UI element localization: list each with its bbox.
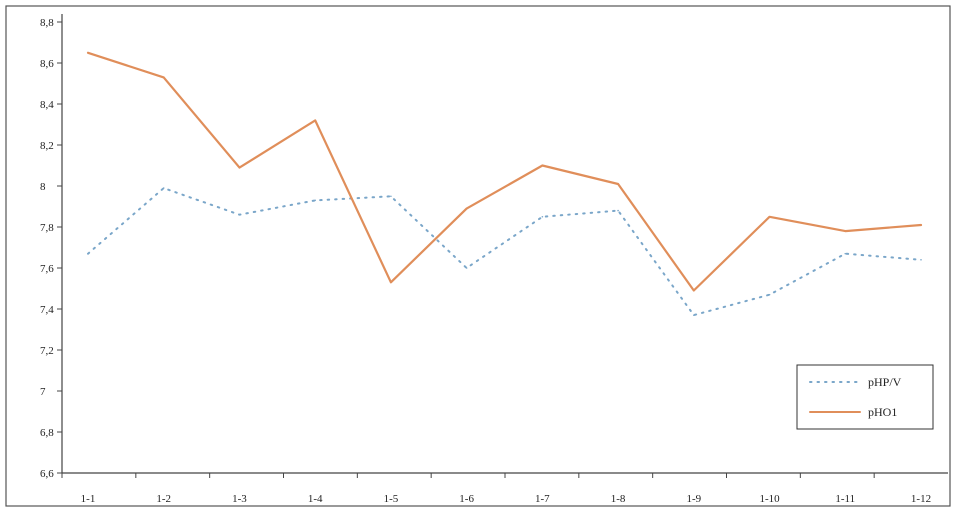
x-tick-label: 1-2	[156, 493, 171, 505]
y-tick-label: 8,4	[40, 99, 54, 111]
data-point-series-1	[617, 183, 619, 185]
y-tick-label: 7,4	[40, 304, 54, 316]
y-tick-label: 6,8	[40, 427, 54, 439]
data-point-series-0	[314, 199, 316, 202]
x-tick-label: 1-8	[611, 493, 626, 505]
data-point-series-1	[465, 207, 468, 210]
data-point-series-1	[87, 51, 89, 54]
data-point-series-0	[390, 195, 392, 198]
data-point-series-1	[390, 281, 392, 284]
legend: pHP/V pHO1	[796, 364, 934, 430]
legend-label-series-1: pHO1	[868, 405, 897, 419]
y-tick-label: 8,6	[40, 58, 54, 70]
series-layer	[86, 51, 923, 317]
plot-frame	[5, 5, 951, 507]
data-point-series-0	[920, 259, 922, 261]
y-tick-label: 6,6	[40, 468, 54, 480]
x-tick-label: 1-1	[81, 493, 96, 505]
y-tick-label: 7,6	[40, 263, 54, 275]
data-point-series-0	[617, 209, 619, 212]
data-point-series-0	[768, 293, 771, 296]
series-line-1	[86, 51, 923, 292]
legend-label-series-0: pHP/V	[868, 375, 902, 389]
x-tick-label: 1-7	[535, 493, 550, 505]
x-tick-label: 1-10	[759, 493, 780, 505]
data-point-series-1	[693, 289, 695, 292]
y-tick-label: 7	[40, 386, 46, 398]
data-point-series-1	[920, 224, 922, 226]
data-point-series-0	[465, 267, 468, 269]
data-point-series-1	[314, 119, 316, 122]
data-point-series-0	[87, 252, 89, 255]
data-point-series-0	[162, 187, 165, 189]
data-point-series-0	[238, 213, 241, 216]
y-tick-label: 8,8	[40, 17, 54, 29]
legend-box	[796, 364, 934, 430]
x-tick-label: 1-12	[911, 493, 931, 505]
data-point-series-1	[238, 166, 241, 169]
x-tick-label: 1-11	[835, 493, 855, 505]
data-point-series-0	[541, 215, 544, 218]
data-point-series-1	[162, 76, 165, 79]
data-point-series-1	[541, 164, 544, 167]
x-tick-label: 1-3	[232, 493, 247, 505]
y-tick-label: 7,2	[40, 345, 54, 357]
x-tick-label: 1-9	[686, 493, 701, 505]
axes: 6,6 6,8 7 7,2 7,4 7,6 7,8 8 8,2 8,4 8,6 8,8 1-1 1-2 1-…	[40, 14, 948, 505]
y-tick-label: 8	[40, 181, 46, 193]
y-tick-label: 8,2	[40, 140, 54, 152]
series-line-0	[87, 187, 922, 317]
x-tick-label: 1-5	[384, 493, 399, 505]
x-tick-label: 1-6	[459, 493, 474, 505]
data-point-series-0	[693, 314, 695, 316]
y-tick-label: 7,8	[40, 222, 54, 234]
data-point-series-0	[844, 252, 847, 255]
x-tick-label: 1-4	[308, 493, 323, 505]
data-point-series-1	[844, 230, 847, 232]
data-point-series-1	[768, 215, 771, 218]
